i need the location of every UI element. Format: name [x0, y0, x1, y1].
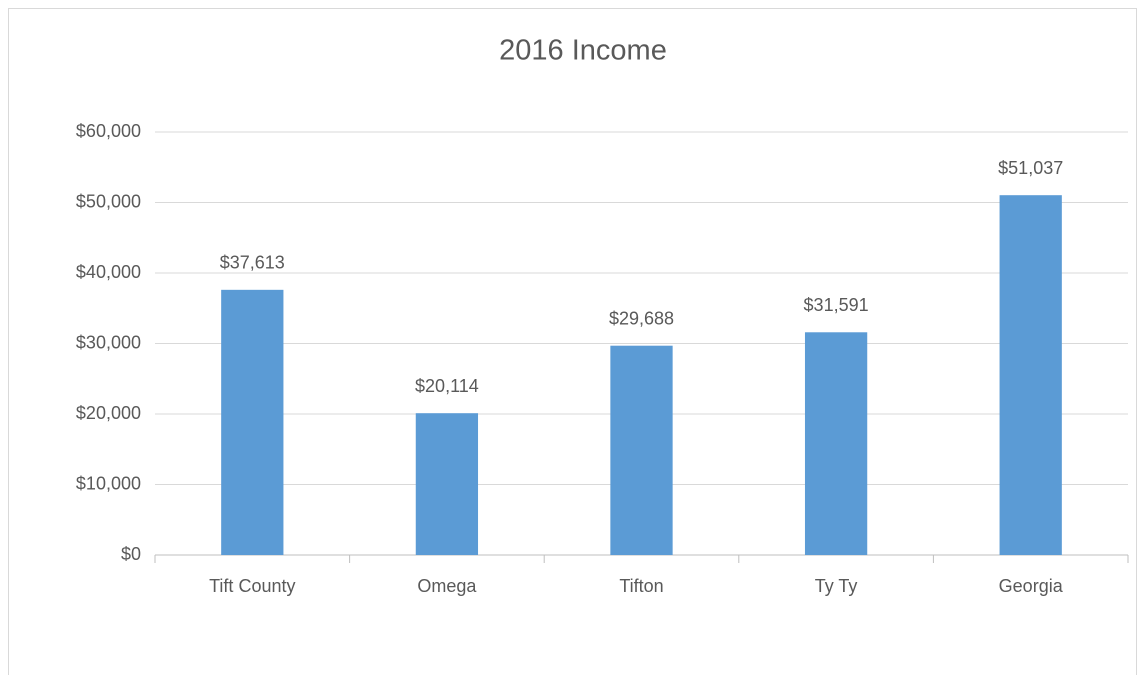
data-label: $20,114 [415, 376, 479, 396]
bar [999, 195, 1062, 555]
x-tick-label: Tifton [619, 576, 663, 596]
y-tick-label: $40,000 [76, 262, 141, 282]
x-tick-label: Omega [417, 576, 477, 596]
x-tick-label: Ty Ty [815, 576, 858, 596]
chart-title: 2016 Income [499, 35, 667, 67]
x-tick-label: Tift County [209, 576, 295, 596]
y-tick-label: $50,000 [76, 191, 141, 211]
bar [610, 345, 673, 555]
y-tick-label: $60,000 [76, 121, 141, 141]
y-tick-label: $20,000 [76, 403, 141, 423]
data-label: $31,591 [804, 295, 869, 315]
data-label: $37,613 [220, 253, 285, 273]
y-tick-label: $30,000 [76, 332, 141, 352]
y-tick-label: $0 [121, 544, 141, 564]
data-label: $51,037 [998, 158, 1063, 178]
bar [221, 289, 284, 555]
data-label: $29,688 [609, 308, 674, 328]
bar [415, 413, 479, 555]
chart-border [8, 8, 1137, 675]
bar [804, 332, 868, 555]
x-tick-label: Georgia [999, 576, 1064, 596]
y-tick-label: $10,000 [76, 473, 141, 493]
